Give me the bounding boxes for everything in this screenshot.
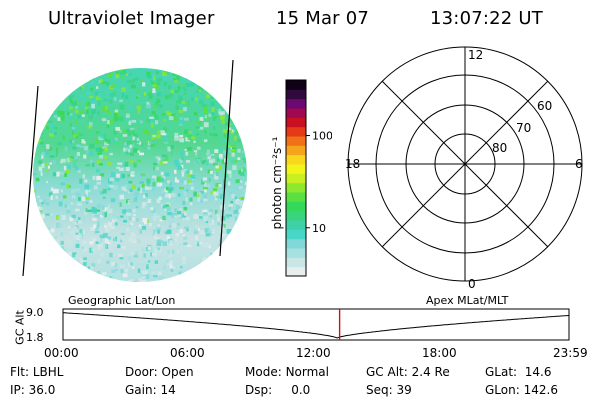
colorbar-cell — [286, 89, 306, 100]
colorbar-cell — [286, 126, 306, 137]
status-glat: GLat: 14.6 — [485, 365, 551, 379]
status-key: Dsp: — [245, 383, 273, 397]
observation-time: 13:07:22 UT — [430, 8, 543, 29]
mlt-label-top: 12 — [468, 48, 483, 62]
colorbar-cell — [286, 192, 306, 202]
colorbar-cell — [286, 266, 306, 277]
lat-label-70: 70 — [516, 121, 531, 135]
status-key: GC Alt: — [366, 365, 408, 379]
x-tick-label-0000: 00:00 — [44, 346, 79, 360]
status-glon: GLon: 142.6 — [485, 383, 558, 397]
status-value: Open — [161, 365, 194, 379]
y-tick-label-top: 9.0 — [26, 306, 44, 319]
status-value: 0.0 — [291, 383, 311, 397]
lat-label-60: 60 — [537, 99, 552, 113]
status-value: 36.0 — [28, 383, 56, 397]
status-value: 2.4 Re — [411, 365, 450, 379]
status-key: Seq: — [366, 383, 393, 397]
status-seq: Seq: 39 — [366, 383, 412, 397]
colorbar-tick-label: 10 — [312, 222, 326, 235]
status-value: 39 — [396, 383, 412, 397]
colorbar: 100 10 — [285, 79, 332, 277]
colorbar-unit-label: photon cm⁻²s⁻¹ — [270, 136, 284, 230]
colorbar-cell — [286, 80, 306, 90]
colorbar-cell — [286, 117, 306, 128]
colorbar-cell — [286, 108, 306, 118]
lat-label-80: 80 — [492, 141, 507, 155]
observation-date: 15 Mar 07 — [276, 8, 370, 29]
status-value: 14.6 — [524, 365, 552, 379]
gc-alt-axis-label: GC Alt — [13, 310, 27, 345]
altitude-plot-frame — [62, 308, 570, 341]
status-gc-alt: GC Alt: 2.4 Re — [366, 365, 450, 379]
status-dsp: Dsp: 0.0 — [245, 383, 310, 397]
mlt-line-diag-2 — [381, 80, 549, 248]
instrument-title: Ultraviolet Imager — [48, 8, 215, 29]
status-door: Door: Open — [125, 365, 194, 379]
colorbar-cell — [286, 229, 306, 240]
status-key: Gain: — [125, 383, 157, 397]
status-mode: Mode: Normal — [245, 365, 329, 379]
colorbar-scale — [285, 79, 307, 277]
uv-image-panel — [22, 59, 247, 282]
status-value: 142.6 — [523, 383, 558, 397]
limb-line-left — [22, 85, 39, 277]
x-tick-label-1800: 18:00 — [422, 346, 457, 360]
status-key: IP: — [10, 383, 25, 397]
geographic-latlon-title: Geographic Lat/Lon — [68, 294, 176, 307]
colorbar-cell — [286, 248, 306, 258]
colorbar-cell — [286, 154, 306, 165]
status-gain: Gain: 14 — [125, 383, 176, 397]
status-key: GLat: — [485, 365, 518, 379]
colorbar-cell — [286, 182, 306, 193]
status-key: GLon: — [485, 383, 520, 397]
status-value: LBHL — [32, 365, 64, 379]
colorbar-cell — [286, 220, 306, 230]
altitude-curve — [62, 312, 570, 339]
x-tick-label-0600: 06:00 — [170, 346, 205, 360]
colorbar-cell — [286, 238, 306, 249]
apex-mlat-mlt-title: Apex MLat/MLT — [426, 294, 509, 307]
status-filter: Flt: LBHL — [10, 365, 63, 379]
colorbar-frame — [285, 79, 307, 277]
mlt-label-left: 18 — [345, 157, 360, 171]
colorbar-cell — [286, 173, 306, 184]
status-key: Door: — [125, 365, 158, 379]
mlt-label-right: 6 — [575, 157, 583, 171]
colorbar-ticks: 100 10 — [306, 130, 332, 235]
colorbar-cell — [286, 201, 306, 212]
colorbar-tick-label: 100 — [312, 130, 332, 143]
colorbar-cell — [286, 210, 306, 221]
mlt-label-bottom: 0 — [468, 277, 476, 291]
x-tick-label-1200: 12:00 — [296, 346, 331, 360]
x-tick-label-2359: 23:59 — [553, 346, 588, 360]
limb-line-right — [219, 59, 234, 257]
colorbar-cell — [286, 145, 306, 156]
colorbar-cell — [286, 257, 306, 268]
polar-grid-panel: 12 18 6 0 60 70 80 — [345, 46, 583, 291]
polar-grid — [347, 46, 583, 282]
status-key: Mode: — [245, 365, 282, 379]
status-value: 14 — [160, 383, 176, 397]
status-key: Flt: — [10, 365, 29, 379]
y-tick-label-bottom: 1.8 — [26, 331, 44, 344]
colorbar-cell — [286, 164, 306, 174]
status-value: Normal — [285, 365, 329, 379]
colorbar-cell — [286, 136, 306, 146]
status-ip: IP: 36.0 — [10, 383, 55, 397]
altitude-plot — [62, 308, 570, 341]
colorbar-cell — [286, 98, 306, 109]
